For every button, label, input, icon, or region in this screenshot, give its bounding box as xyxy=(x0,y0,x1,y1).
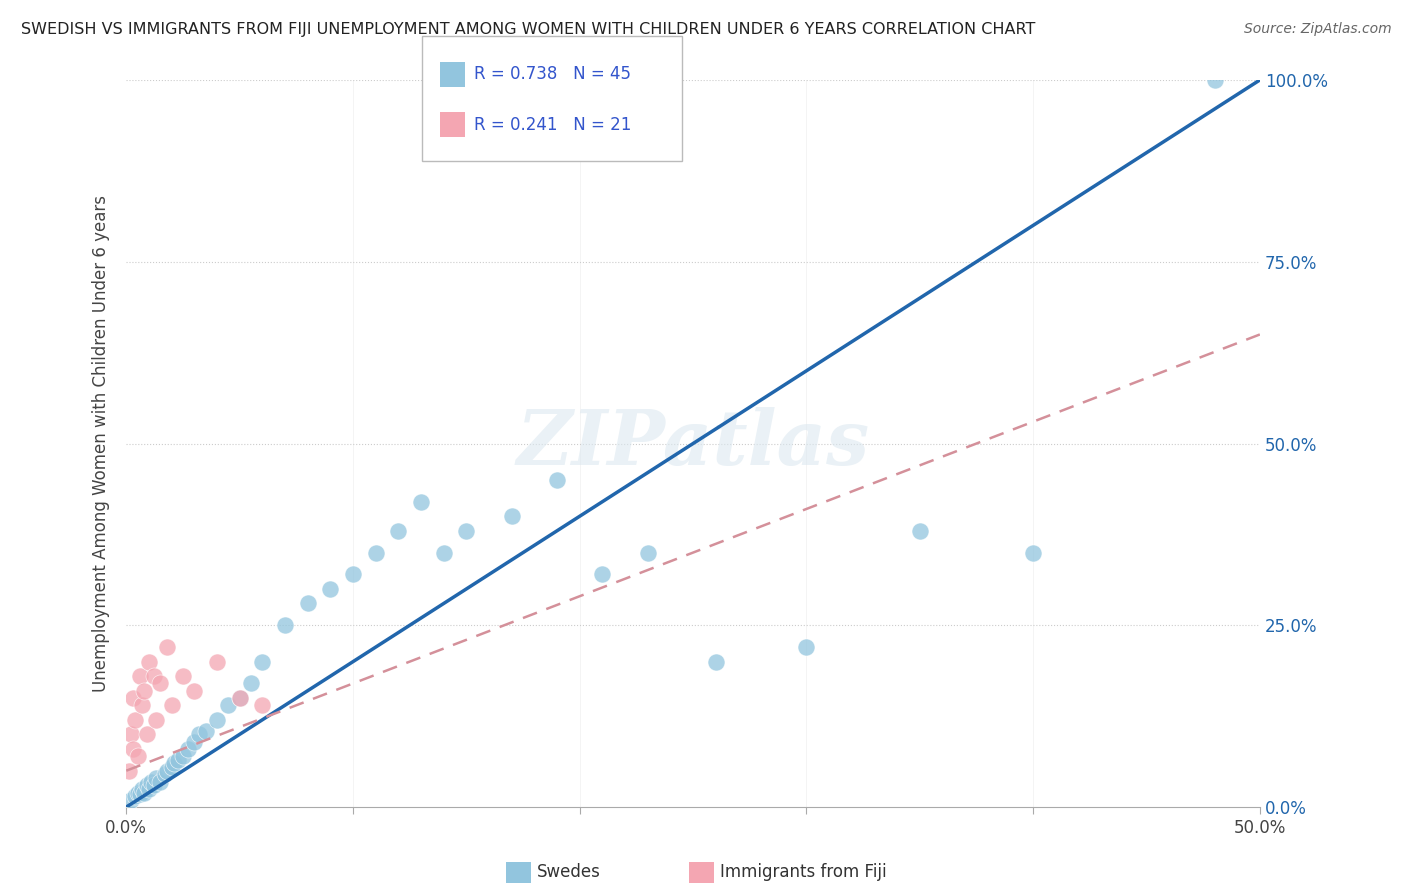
Text: Source: ZipAtlas.com: Source: ZipAtlas.com xyxy=(1244,22,1392,37)
Point xyxy=(433,545,456,559)
Point xyxy=(122,691,145,706)
Point xyxy=(297,597,319,611)
Point xyxy=(176,742,198,756)
Point xyxy=(205,655,228,669)
Point xyxy=(129,669,152,683)
Point xyxy=(124,713,146,727)
Point xyxy=(135,727,157,741)
Point xyxy=(704,655,727,669)
Point xyxy=(187,727,209,741)
Point xyxy=(135,778,157,792)
Point xyxy=(409,494,432,508)
Point xyxy=(145,771,167,785)
Text: R = 0.241   N = 21: R = 0.241 N = 21 xyxy=(474,116,631,134)
Point xyxy=(1204,73,1226,87)
Point xyxy=(138,655,160,669)
Point xyxy=(319,582,342,596)
Point xyxy=(134,683,156,698)
Point xyxy=(172,669,194,683)
Point xyxy=(160,698,183,713)
Point xyxy=(145,713,167,727)
Point xyxy=(274,618,297,632)
Point xyxy=(156,764,179,778)
Text: SWEDISH VS IMMIGRANTS FROM FIJI UNEMPLOYMENT AMONG WOMEN WITH CHILDREN UNDER 6 Y: SWEDISH VS IMMIGRANTS FROM FIJI UNEMPLOY… xyxy=(21,22,1035,37)
Point xyxy=(194,723,217,738)
Point xyxy=(456,524,478,538)
Point xyxy=(120,727,142,741)
Point xyxy=(122,742,145,756)
Text: Immigrants from Fiji: Immigrants from Fiji xyxy=(720,863,887,881)
Point xyxy=(167,753,190,767)
Point xyxy=(546,473,568,487)
Point xyxy=(183,683,205,698)
Point xyxy=(153,767,176,781)
Point xyxy=(228,691,250,706)
Point xyxy=(127,785,149,799)
Point xyxy=(364,545,387,559)
Point xyxy=(124,789,146,804)
Point xyxy=(240,676,263,690)
Point xyxy=(127,749,149,764)
Text: Swedes: Swedes xyxy=(537,863,600,881)
Point xyxy=(342,567,364,582)
Point xyxy=(141,774,163,789)
Point xyxy=(228,691,250,706)
Point xyxy=(501,509,523,524)
Point xyxy=(172,749,194,764)
Point xyxy=(252,655,274,669)
Point xyxy=(252,698,274,713)
Point xyxy=(160,760,183,774)
Point xyxy=(131,781,153,796)
Point xyxy=(131,698,153,713)
Text: ZIPatlas: ZIPatlas xyxy=(516,407,870,481)
Point xyxy=(149,676,172,690)
Y-axis label: Unemployment Among Women with Children Under 6 years: Unemployment Among Women with Children U… xyxy=(93,195,110,692)
Point xyxy=(163,756,186,771)
Point xyxy=(637,545,659,559)
Point xyxy=(142,778,165,792)
Point xyxy=(217,698,239,713)
Point xyxy=(387,524,409,538)
Point xyxy=(117,764,139,778)
Point xyxy=(908,524,931,538)
Point xyxy=(120,793,142,807)
Point xyxy=(142,669,165,683)
Point xyxy=(134,785,156,799)
Point xyxy=(138,781,160,796)
Point xyxy=(156,640,179,654)
Point xyxy=(183,734,205,748)
Point xyxy=(129,787,152,801)
Point xyxy=(591,567,613,582)
Point xyxy=(149,774,172,789)
Point xyxy=(1022,545,1045,559)
Point xyxy=(796,640,818,654)
Text: R = 0.738   N = 45: R = 0.738 N = 45 xyxy=(474,65,631,83)
Point xyxy=(205,713,228,727)
